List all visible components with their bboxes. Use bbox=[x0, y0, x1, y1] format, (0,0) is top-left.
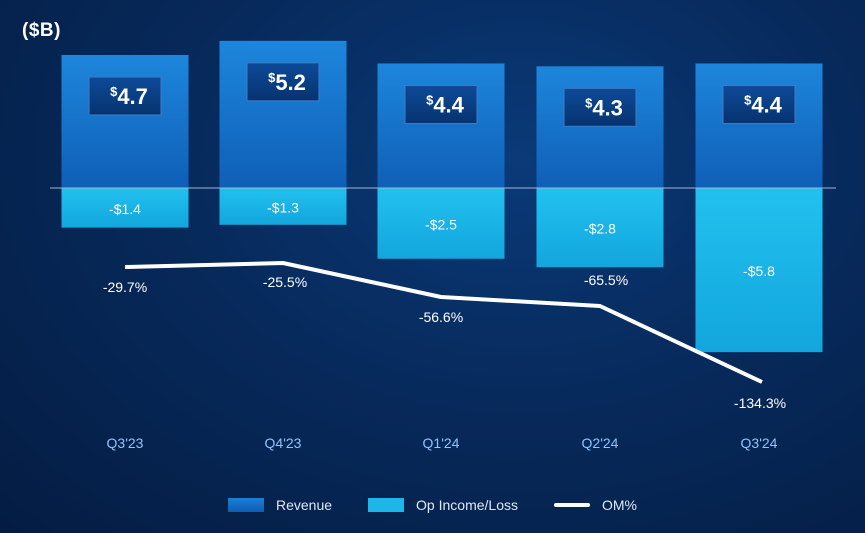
revenue-value-box bbox=[246, 62, 320, 102]
legend-label-op-income: Op Income/Loss bbox=[416, 497, 518, 513]
op-income-value-label: -$1.3 bbox=[267, 199, 299, 215]
revenue-value-box bbox=[563, 87, 637, 127]
revenue-value-box bbox=[722, 84, 796, 124]
revenue-value-label: $5.2 bbox=[268, 70, 306, 95]
revenue-value-label: $4.4 bbox=[744, 92, 783, 117]
op-income-value-label: -$2.5 bbox=[425, 216, 457, 232]
op-income-bar bbox=[695, 188, 823, 353]
revenue-value-label: $4.7 bbox=[110, 84, 148, 109]
legend-swatch-op-income bbox=[368, 498, 405, 512]
op-income-value-label: -$1.4 bbox=[109, 201, 141, 217]
om-percent-label: -29.7% bbox=[103, 279, 147, 295]
revenue-bar bbox=[377, 63, 505, 189]
op-income-bar bbox=[61, 188, 189, 228]
unit-label: ($B) bbox=[22, 20, 61, 41]
op-income-value-label: -$2.8 bbox=[584, 221, 616, 237]
legend: Revenue Op Income/Loss OM% bbox=[0, 497, 865, 513]
op-income-bar bbox=[219, 188, 347, 225]
op-income-bar bbox=[536, 188, 664, 268]
x-tick-label: Q4'23 bbox=[265, 435, 302, 451]
revenue-value-label: $4.3 bbox=[585, 95, 623, 120]
revenue-value-label: $4.4 bbox=[426, 92, 465, 117]
legend-label-om: OM% bbox=[601, 497, 637, 513]
x-tick-label: Q3'23 bbox=[107, 435, 144, 451]
revenue-value-box bbox=[88, 76, 162, 116]
om-percent-label: -56.6% bbox=[419, 309, 463, 325]
legend-label-revenue: Revenue bbox=[276, 497, 333, 513]
op-income-bar bbox=[377, 188, 505, 259]
legend-swatch-revenue bbox=[228, 498, 264, 512]
legend-item-om: OM% bbox=[553, 497, 637, 513]
revenue-bar bbox=[695, 63, 823, 189]
x-tick-label: Q2'24 bbox=[582, 435, 619, 451]
om-percent-line bbox=[124, 261, 763, 384]
om-percent-label: -25.5% bbox=[263, 274, 307, 290]
legend-swatch-om bbox=[553, 503, 590, 507]
x-tick-label: Q1'24 bbox=[423, 435, 460, 451]
op-income-value-label: -$5.8 bbox=[743, 263, 775, 279]
legend-item-op-income: Op Income/Loss bbox=[368, 497, 518, 513]
om-percent-label: -65.5% bbox=[584, 272, 628, 288]
x-tick-label: Q3'24 bbox=[741, 435, 778, 451]
revenue-value-box bbox=[404, 84, 478, 124]
revenue-bar bbox=[61, 54, 189, 188]
legend-item-revenue: Revenue bbox=[228, 497, 332, 513]
revenue-bar bbox=[536, 66, 664, 188]
om-percent-label: -134.3% bbox=[734, 395, 786, 411]
